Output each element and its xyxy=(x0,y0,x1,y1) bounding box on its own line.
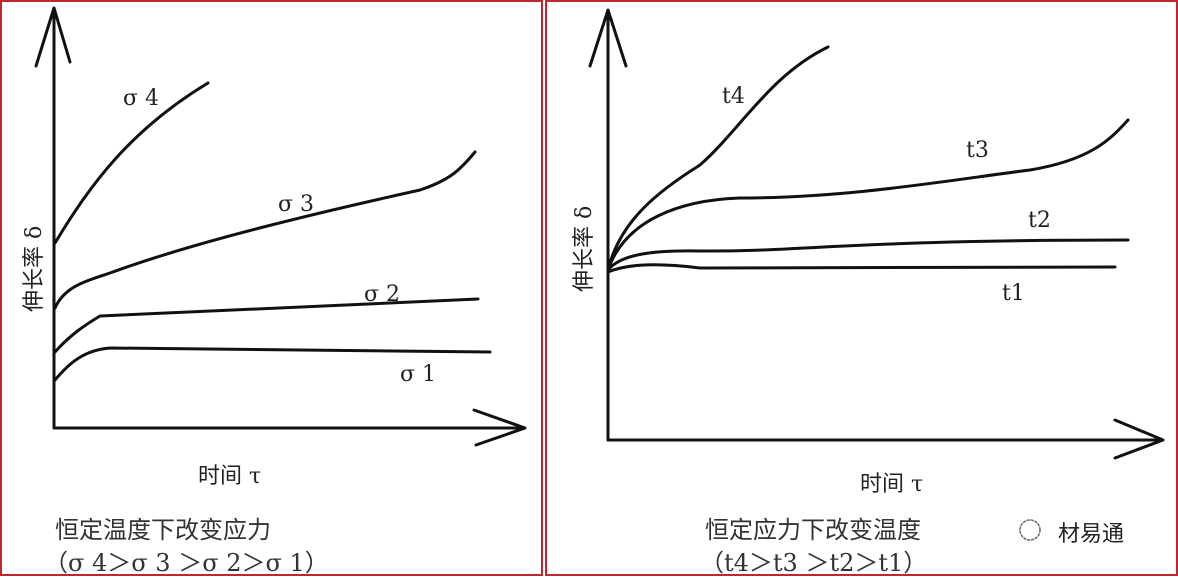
label-t4: t4 xyxy=(722,84,745,109)
label-sigma1: σ 1 xyxy=(400,362,437,387)
right-axes xyxy=(588,8,1165,460)
watermark-logo-icon xyxy=(1019,519,1041,541)
curve-t2 xyxy=(606,238,1130,272)
label-sigma4: σ 4 xyxy=(123,86,160,111)
left-y-axis xyxy=(34,6,72,430)
left-caption-line1: 恒定温度下改变应力 xyxy=(55,516,271,544)
right-x-axis xyxy=(606,418,1165,460)
left-x-axis xyxy=(52,408,527,447)
left-panel xyxy=(0,0,543,576)
curve-sigma4 xyxy=(53,81,210,245)
left-axes xyxy=(34,6,527,447)
curve-t1 xyxy=(606,263,1117,274)
right-x-axis-label: 时间 τ xyxy=(860,472,924,497)
curve-sigma3 xyxy=(53,150,477,310)
left-caption-line2: （σ 4＞σ 3 ＞σ 2＞σ 1） xyxy=(44,549,329,577)
label-sigma3: σ 3 xyxy=(278,192,315,217)
watermark-text: 材易通 xyxy=(1058,522,1125,547)
right-caption-line1: 恒定应力下改变温度 xyxy=(705,516,921,544)
right-y-axis xyxy=(588,8,628,442)
right-y-axis-label: 伸长率 δ xyxy=(572,205,597,292)
curve-sigma1 xyxy=(53,346,492,382)
right-panel xyxy=(545,0,1178,576)
left-x-axis-label: 时间 τ xyxy=(198,464,262,489)
curve-sigma2 xyxy=(53,297,480,354)
label-t3: t3 xyxy=(966,138,989,163)
right-caption-line2: （t4＞t3 ＞t2＞t1） xyxy=(700,549,928,577)
label-t1: t1 xyxy=(1002,281,1025,306)
label-sigma2: σ 2 xyxy=(364,282,401,307)
curve-t3 xyxy=(606,118,1130,272)
label-t2: t2 xyxy=(1028,208,1051,233)
curve-t4 xyxy=(606,45,830,272)
left-y-axis-label: 伸长率 δ xyxy=(22,225,47,312)
